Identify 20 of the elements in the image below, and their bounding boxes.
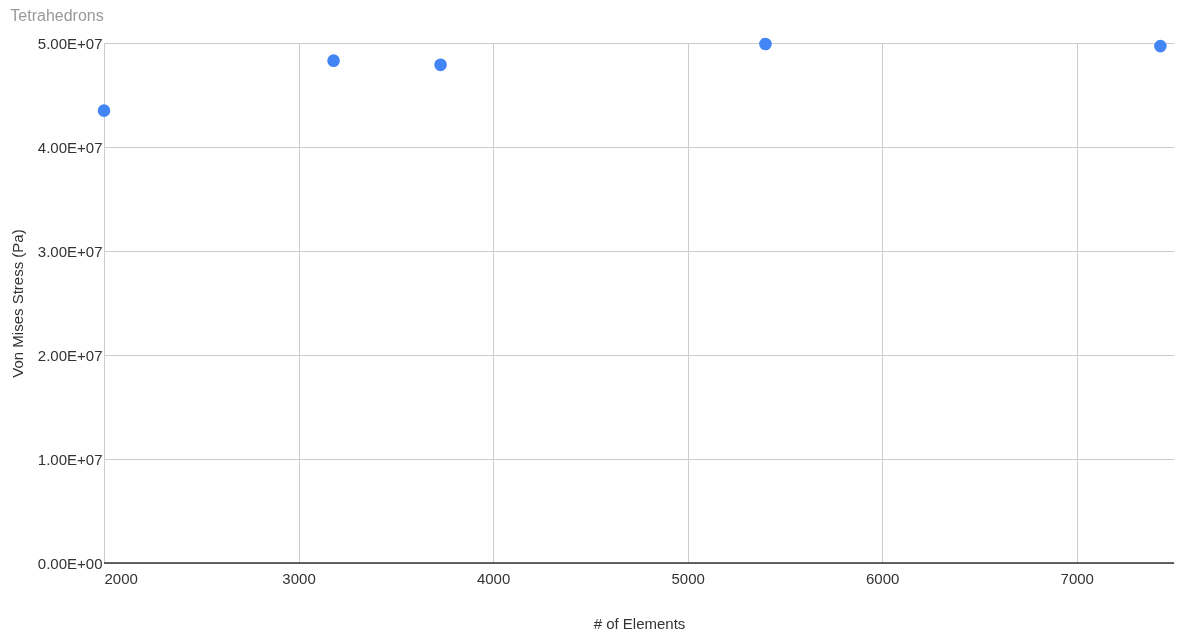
y-tick-label: 5.00E+07: [37, 34, 103, 52]
point: [327, 54, 340, 67]
y-axis-title: Von Mises Stress (Pa): [8, 229, 26, 378]
y-tick-label: 0.00E+00: [37, 554, 103, 572]
x-tick-label: 7000: [1060, 569, 1094, 587]
x-axis-title: # of Elements: [593, 614, 686, 632]
point: [1154, 39, 1167, 53]
y-tick-label: 3.00E+07: [37, 242, 103, 260]
y-tick-label: 4.00E+07: [37, 138, 103, 156]
chart-title: Tetrahedrons: [10, 7, 104, 24]
point: [97, 104, 111, 117]
x-tick-label: 2000: [104, 569, 138, 587]
y-tick-label: 1.00E+07: [37, 450, 103, 468]
x-tick-label: 4000: [476, 569, 511, 587]
x-tick-label: 6000: [865, 569, 900, 587]
x-tick-label: 5000: [671, 569, 705, 587]
y-tick-label: 2.00E+07: [37, 346, 103, 364]
point: [434, 58, 447, 72]
x-tick-label: 3000: [282, 569, 316, 587]
point: [759, 37, 772, 51]
